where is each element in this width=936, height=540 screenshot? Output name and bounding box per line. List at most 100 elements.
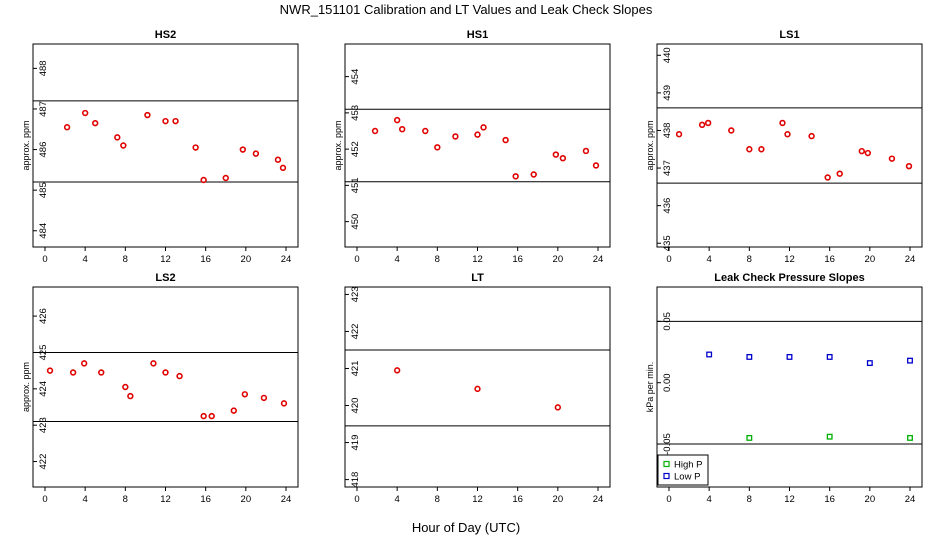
- data-point: [452, 133, 459, 140]
- y-tick-label: 453: [350, 105, 361, 121]
- x-tick-label: 0: [42, 494, 47, 505]
- data-point: [836, 170, 843, 177]
- y-tick-label: 423: [38, 417, 49, 433]
- x-tick-label: 4: [83, 254, 88, 265]
- y-tick-label: 438: [662, 123, 673, 139]
- data-point: [907, 357, 913, 364]
- data-point: [864, 149, 872, 157]
- plot-frame: [32, 286, 299, 488]
- legend-marker: [663, 472, 670, 480]
- data-point: [758, 146, 765, 153]
- panel-title: HS2: [155, 29, 176, 41]
- data-point: [274, 156, 282, 163]
- y-tick-label: 439: [662, 85, 673, 101]
- x-tick-label: 20: [553, 254, 564, 265]
- data-point: [239, 146, 247, 153]
- data-point: [675, 131, 683, 138]
- data-point: [192, 144, 199, 151]
- data-point: [162, 117, 169, 125]
- data-point: [907, 434, 913, 441]
- data-point: [826, 353, 833, 360]
- data-point: [208, 412, 215, 420]
- data-point: [592, 162, 600, 169]
- x-tick-label: 8: [747, 254, 752, 265]
- y-tick-label: 423: [350, 286, 361, 302]
- legend-label: High P: [674, 460, 703, 471]
- x-tick-label: 16: [200, 494, 211, 505]
- data-point: [474, 385, 481, 393]
- data-point: [122, 383, 129, 391]
- figure-title: NWR_151101 Calibration and LT Values and…: [280, 2, 653, 17]
- y-tick-label: 486: [38, 142, 49, 158]
- panel-title: LS1: [779, 29, 799, 41]
- x-tick-label: 20: [241, 254, 252, 265]
- data-point: [786, 353, 793, 360]
- data-point: [81, 109, 89, 117]
- x-tick-label: 0: [666, 494, 671, 505]
- panel-title: HS1: [467, 29, 488, 41]
- x-tick-label: 0: [354, 254, 359, 265]
- data-point: [172, 117, 179, 125]
- data-point: [512, 173, 519, 180]
- x-tick-label: 16: [512, 254, 523, 265]
- data-point: [252, 150, 260, 157]
- data-point: [698, 121, 706, 129]
- x-tick-label: 4: [395, 254, 400, 265]
- x-tick-label: 8: [435, 494, 440, 505]
- plot-frame: [344, 43, 611, 248]
- y-tick-label: 485: [38, 182, 49, 198]
- y-tick-label: 422: [38, 454, 49, 470]
- data-point: [480, 124, 487, 131]
- x-tick-label: 8: [123, 494, 128, 505]
- data-point: [200, 412, 207, 420]
- data-point: [176, 372, 183, 380]
- data-point: [434, 144, 441, 151]
- data-point: [826, 433, 833, 440]
- y-tick-label: 484: [38, 223, 49, 239]
- data-point: [824, 174, 831, 181]
- data-point: [144, 111, 151, 119]
- x-tick-label: 20: [553, 494, 564, 505]
- y-tick-label: 452: [350, 141, 361, 157]
- legend-marker: [663, 460, 670, 468]
- y-tick-label: 421: [350, 361, 361, 377]
- x-tick-label: 8: [435, 254, 440, 265]
- data-point: [162, 369, 169, 376]
- data-point: [200, 176, 207, 184]
- x-tick-label: 4: [707, 494, 712, 505]
- data-point: [260, 394, 268, 402]
- y-tick-label: 454: [350, 69, 361, 85]
- y-tick-label: 440: [662, 47, 673, 63]
- x-tick-label: 4: [83, 494, 88, 505]
- x-tick-label: 0: [42, 254, 47, 265]
- panel-title: LT: [471, 272, 484, 284]
- y-tick-label: 424: [38, 381, 49, 397]
- data-point: [80, 360, 88, 367]
- plot-frame: [656, 43, 923, 248]
- x-tick-label: 0: [354, 494, 359, 505]
- data-point: [858, 147, 865, 155]
- x-tick-label: 12: [472, 494, 483, 505]
- data-point: [866, 360, 873, 367]
- data-point: [552, 151, 560, 158]
- x-tick-label: 8: [747, 494, 752, 505]
- y-tick-label: 422: [350, 324, 361, 340]
- x-tick-label: 12: [784, 494, 795, 505]
- data-point: [746, 146, 753, 153]
- data-point: [530, 171, 537, 178]
- y-tick-label: 420: [350, 398, 361, 414]
- x-tick-label: 16: [824, 254, 835, 265]
- y-tick-label: 419: [350, 435, 361, 451]
- y-tick-label: 0.00: [662, 373, 673, 392]
- panel-1: HS1 0 4 8 12 16 20 24 450 451 452 453 454 approx. ppm: [333, 29, 611, 265]
- data-point: [279, 164, 287, 172]
- y-axis-label: approx. ppm: [333, 120, 343, 170]
- panel-2: LS1 0 4 8 12 16 20 24 435 436 437 438 439 440 approx. …: [645, 29, 923, 265]
- y-axis-label: approx. ppm: [21, 120, 31, 170]
- y-axis-label: approx. ppm: [21, 362, 31, 412]
- x-tick-label: 12: [472, 254, 483, 265]
- y-tick-label: 418: [350, 472, 361, 488]
